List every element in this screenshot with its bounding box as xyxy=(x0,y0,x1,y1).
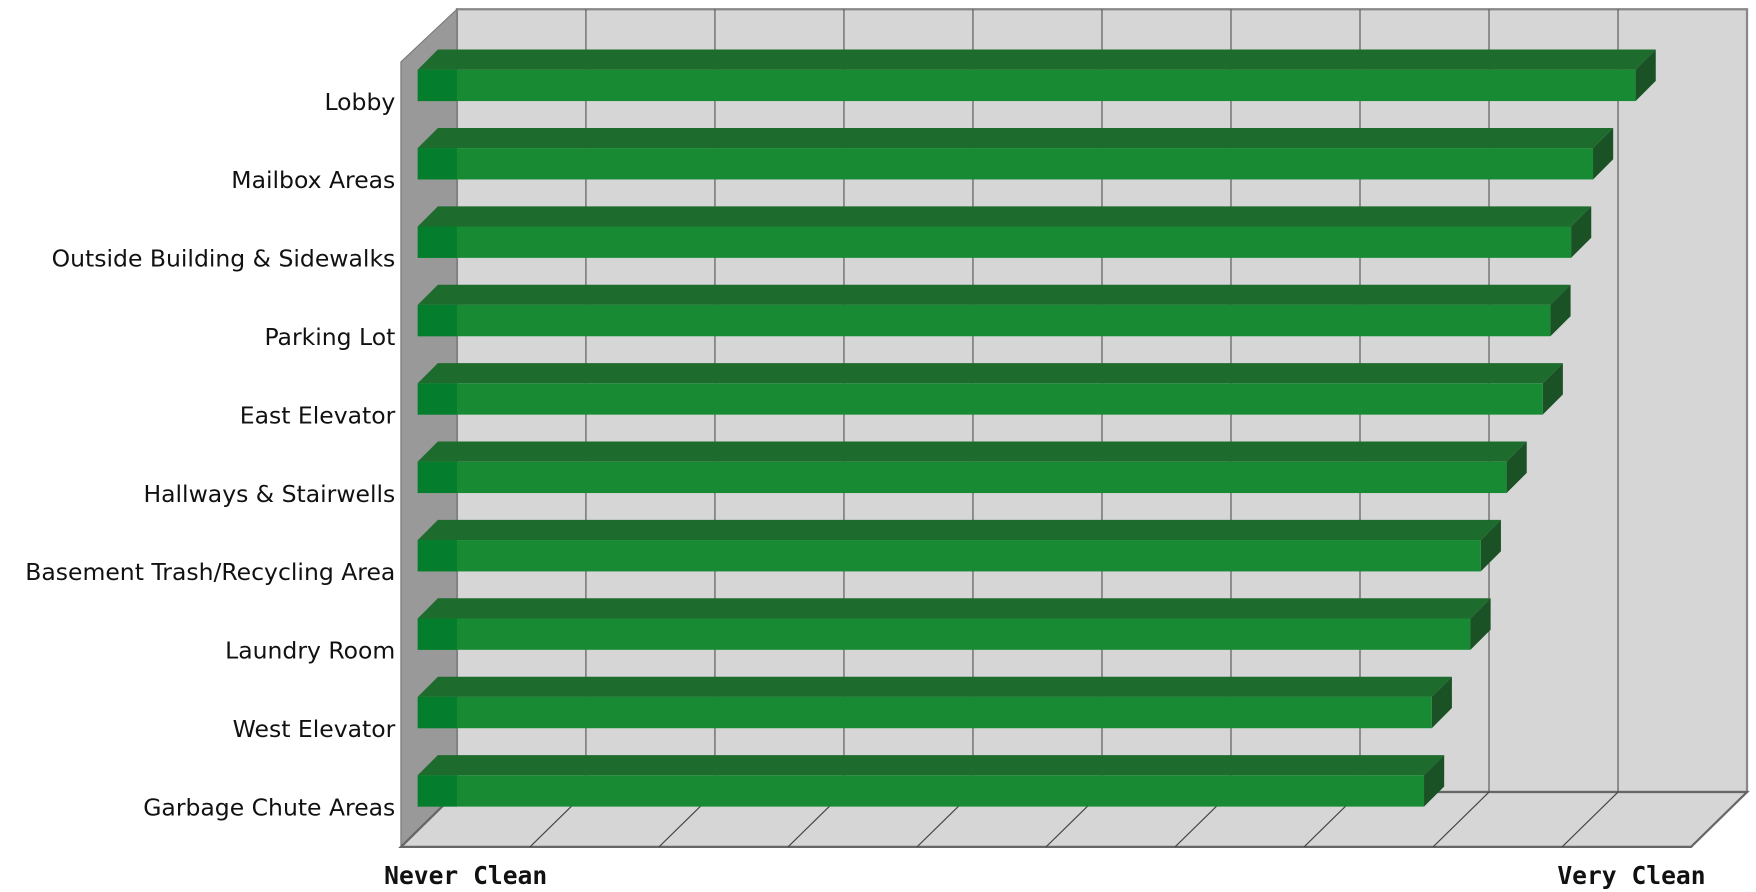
bar xyxy=(417,775,1425,807)
y-tick-label: Outside Building & Sidewalks xyxy=(52,245,396,273)
bar-top xyxy=(417,755,1445,776)
y-tick-label: Lobby xyxy=(325,88,396,116)
bar-cap xyxy=(417,383,457,415)
floor-grid-line xyxy=(1432,791,1490,848)
bar-cap xyxy=(417,148,457,180)
y-tick-label: Basement Trash/Recycling Area xyxy=(25,558,395,586)
bar xyxy=(417,304,1551,337)
bar-end xyxy=(1542,363,1563,415)
y-tick-label: West Elevator xyxy=(233,715,396,743)
bar-cap xyxy=(417,618,457,650)
bar-cap xyxy=(417,696,457,729)
bar-end xyxy=(1571,206,1592,258)
y-tick-label: East Elevator xyxy=(240,401,396,429)
bar xyxy=(417,148,1594,180)
bar-cap xyxy=(417,775,457,807)
bar xyxy=(417,540,1481,572)
bar-end xyxy=(1550,284,1571,337)
floor-grid-line xyxy=(1561,791,1619,848)
bar-cap xyxy=(417,226,457,258)
bar-end xyxy=(1431,676,1452,729)
x-tick-label: Never Clean xyxy=(384,861,547,890)
bar-end xyxy=(1635,49,1656,102)
y-tick-label: Garbage Chute Areas xyxy=(143,793,395,821)
y-tick-label: Hallways & Stairwells xyxy=(143,480,395,508)
bar-cap xyxy=(417,461,457,494)
bar-end xyxy=(1470,598,1491,650)
bar-top xyxy=(417,363,1563,384)
bar xyxy=(417,696,1432,729)
bar-end xyxy=(1593,127,1614,180)
bar-end xyxy=(1424,755,1445,807)
bar xyxy=(417,461,1507,494)
bar-top xyxy=(417,49,1656,70)
bar-top xyxy=(417,441,1527,462)
bar xyxy=(417,383,1543,415)
bar xyxy=(417,618,1471,650)
bar-top xyxy=(417,206,1592,227)
bar-cap xyxy=(417,69,457,102)
bar-cap xyxy=(417,540,457,572)
x-tick-label: Very Clean xyxy=(1557,861,1705,890)
bar-top xyxy=(417,127,1614,149)
bar-cap xyxy=(417,304,457,337)
bar-top xyxy=(417,284,1571,305)
bar-top xyxy=(417,598,1491,619)
bar-top xyxy=(417,676,1452,697)
bar-top xyxy=(417,519,1501,541)
bar-end xyxy=(1506,441,1527,494)
bar xyxy=(417,226,1572,258)
y-tick-label: Laundry Room xyxy=(225,637,395,665)
y-tick-label: Parking Lot xyxy=(264,323,395,351)
y-tick-label: Mailbox Areas xyxy=(231,166,395,194)
bar xyxy=(417,69,1636,102)
bar-end xyxy=(1480,519,1501,572)
